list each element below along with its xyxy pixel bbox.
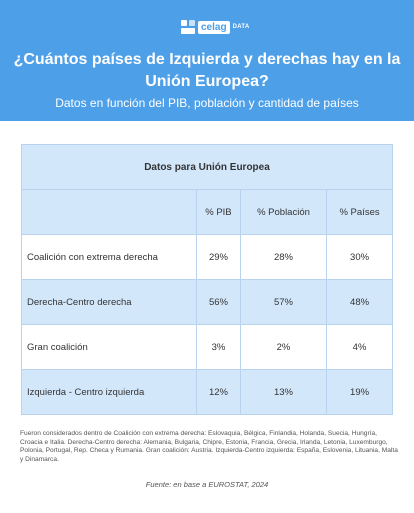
cell-value: 2% [239,324,328,370]
footnote: Fueron considerados dentro de Coalición … [20,430,398,463]
column-header-paises: % Países [326,189,393,235]
table-row: Coalición con extrema derecha 29% 28% 30% [21,234,393,280]
cell-value: 56% [196,279,241,325]
row-label: Coalición con extrema derecha [21,234,197,280]
row-label: Gran coalición [21,324,197,370]
column-header-blank [21,189,197,235]
table-row: Gran coalición 3% 2% 4% [21,324,393,370]
cell-value: 12% [196,369,241,415]
page-title: ¿Cuántos países de Izquierda y derechas … [13,51,401,90]
page-subtitle: Datos en función del PIB, población y ca… [55,96,359,110]
cell-value: 4% [326,324,393,370]
row-label: Izquierda - Centro izquierda [21,369,197,415]
table-header-row: % PIB % Población % Países [21,189,393,235]
column-header-poblacion: % Población [239,189,328,235]
cell-value: 48% [326,279,393,325]
row-label: Derecha-Centro derecha [21,279,197,325]
celag-logo-icon [181,20,195,34]
cell-value: 29% [196,234,241,280]
cell-value: 30% [326,234,393,280]
cell-value: 3% [196,324,241,370]
cell-value: 13% [239,369,328,415]
cell-value: 28% [239,234,328,280]
source-note: Fuente: en base a EUROSTAT, 2024 [145,480,269,489]
brand-name: celag [198,20,230,34]
data-table: Datos para Unión Europea % PIB % Poblaci… [21,144,393,415]
cell-value: 57% [239,279,328,325]
header-banner: celag DATA ¿Cuántos países de Izquierda … [0,0,414,121]
table-title: Datos para Unión Europea [21,144,393,190]
table-row: Derecha-Centro derecha 56% 57% 48% [21,279,393,325]
cell-value: 19% [326,369,393,415]
brand-suffix: DATA [232,24,250,30]
table-row: Izquierda - Centro izquierda 12% 13% 19% [21,369,393,415]
brand-logo: celag DATA [181,17,250,37]
column-header-pib: % PIB [196,189,241,235]
